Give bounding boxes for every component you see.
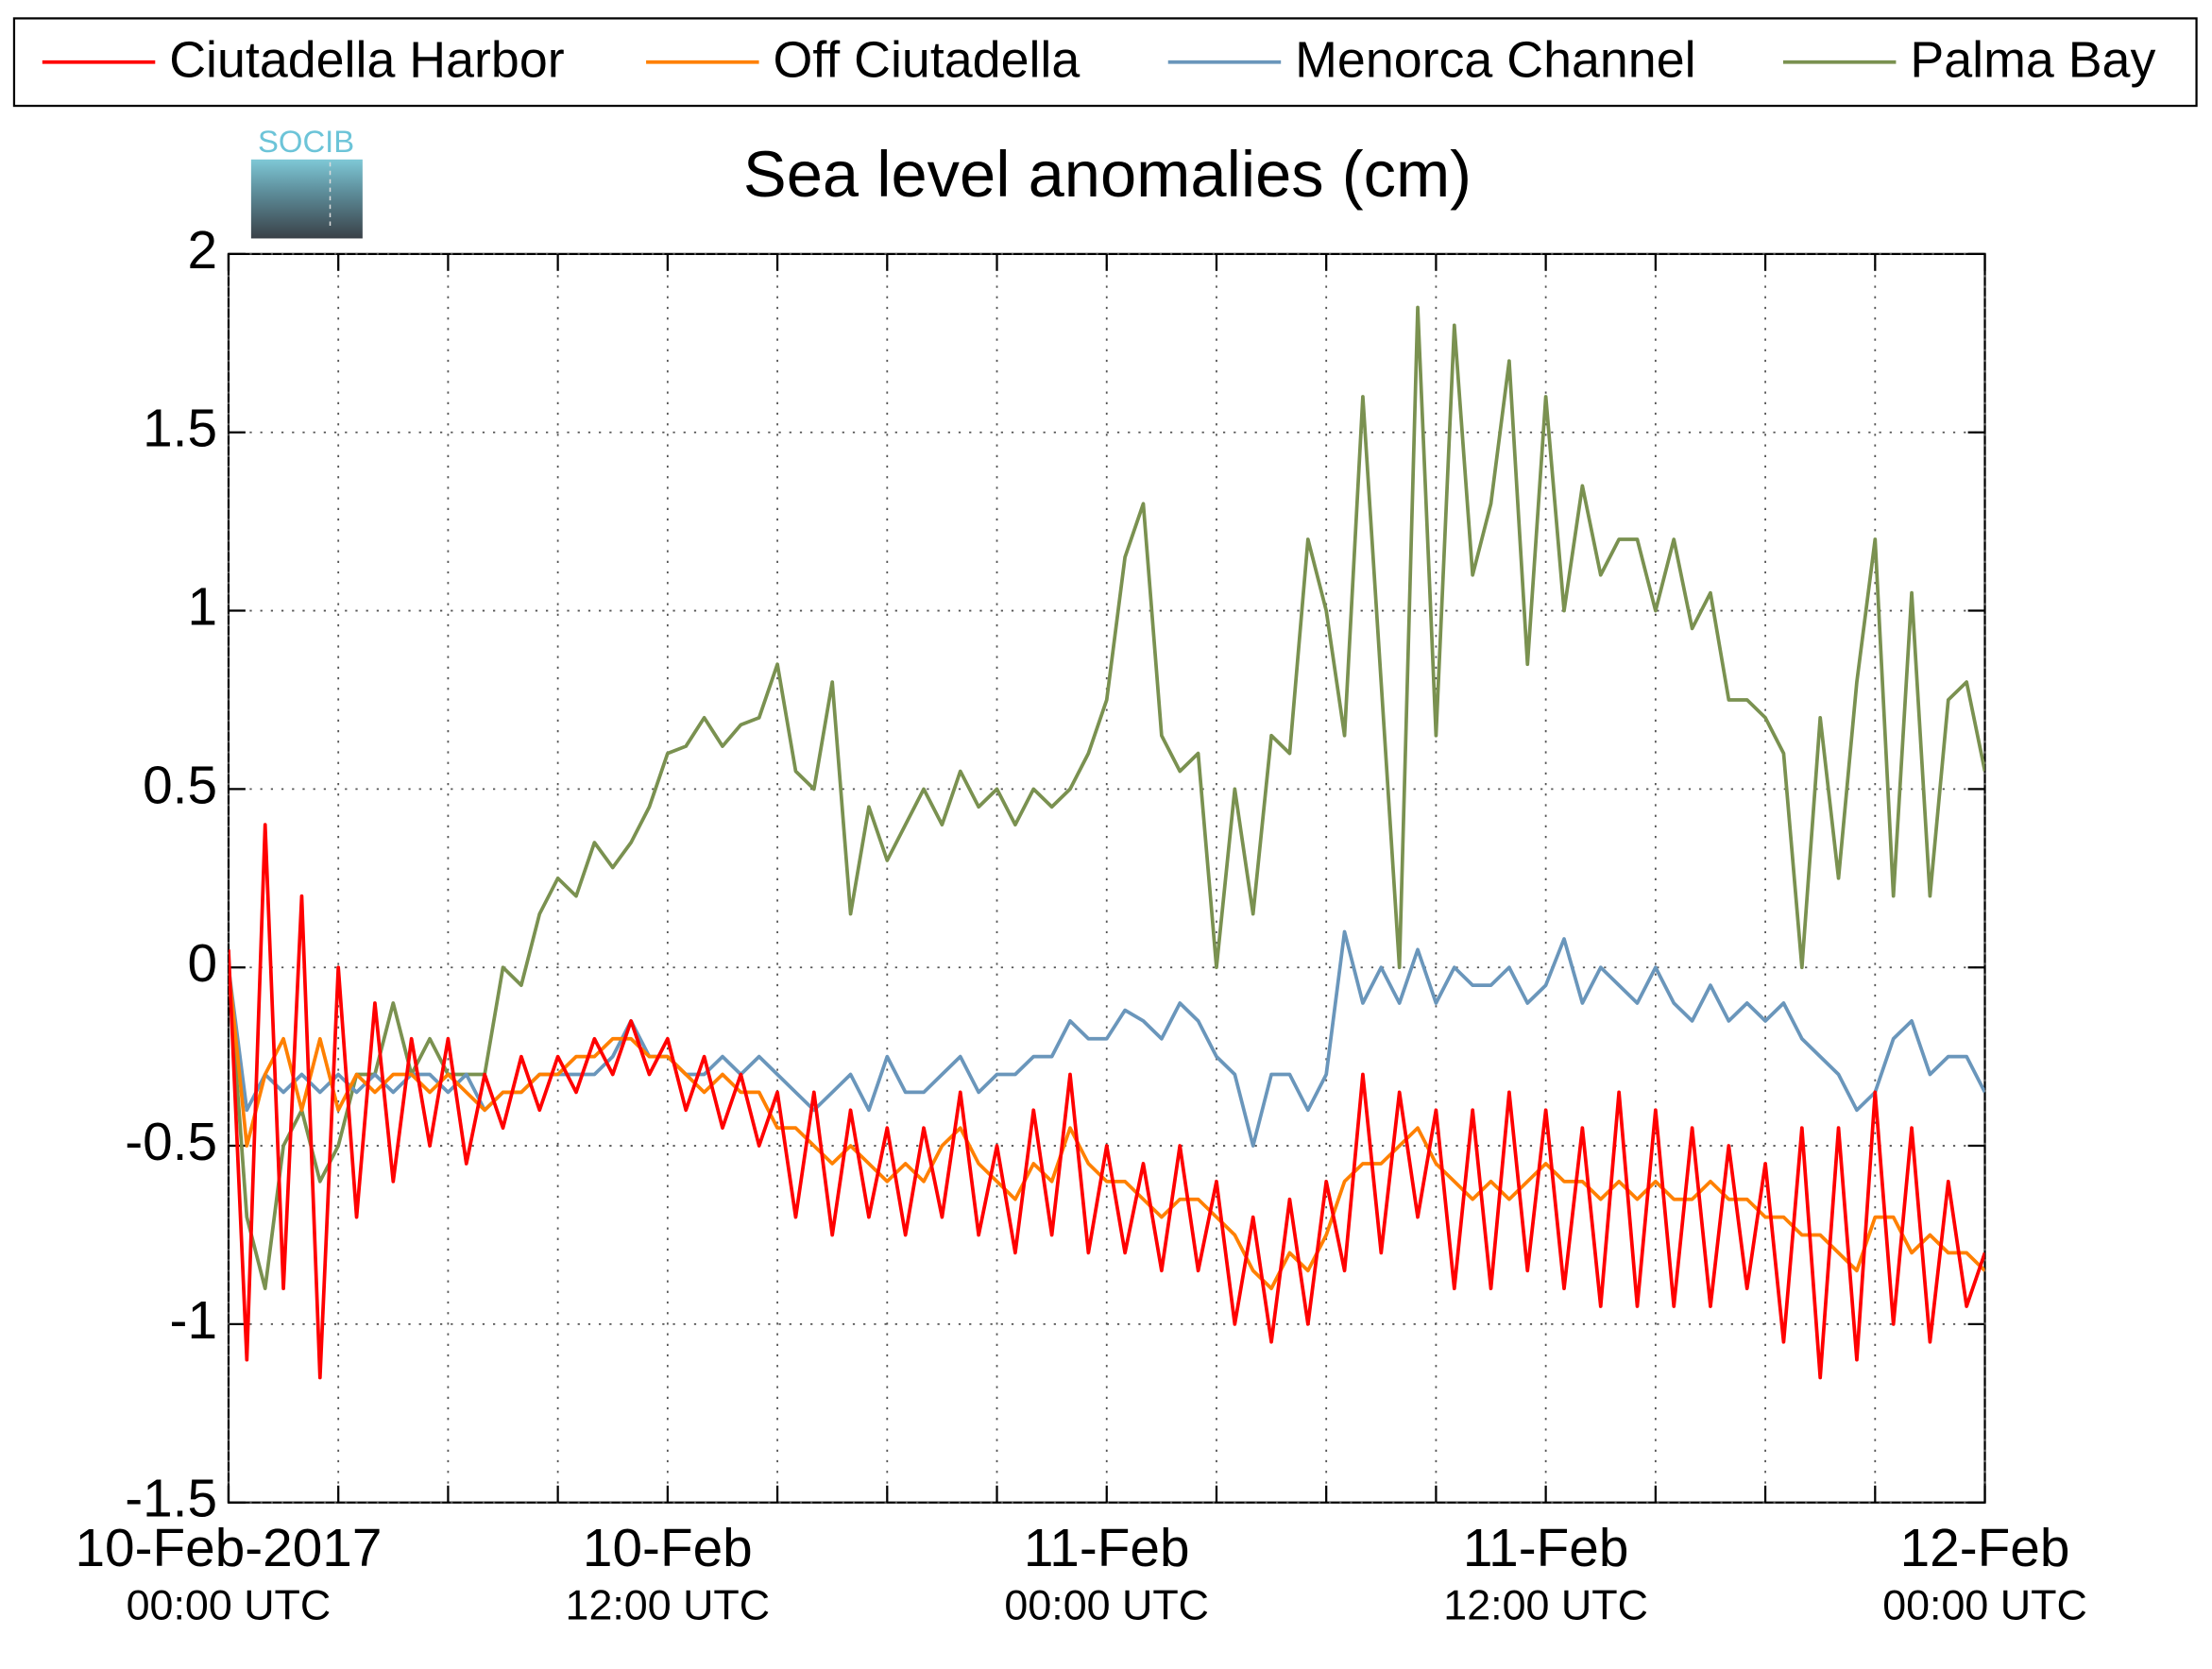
y-tick-label: -0.5 (125, 1113, 217, 1172)
logo-text: SOCIB (258, 124, 354, 159)
x-tick-sublabel: 12:00 UTC (1443, 1582, 1648, 1629)
legend-label: Ciutadella Harbor (169, 31, 564, 88)
y-tick-label: -1 (170, 1291, 217, 1351)
y-tick-label: -1.5 (125, 1470, 217, 1529)
series-line (228, 305, 1985, 1290)
y-tick-label: 1.5 (143, 400, 217, 459)
x-tick-label: 11-Feb (1463, 1519, 1629, 1578)
y-tick-label: 0.5 (143, 756, 217, 815)
legend-label: Palma Bay (1910, 31, 2155, 88)
plot-frame (227, 252, 1986, 1504)
x-tick-sublabel: 00:00 UTC (1882, 1582, 2087, 1629)
x-tick-sublabel: 00:00 UTC (127, 1582, 332, 1629)
logo: SOCIB (250, 124, 363, 239)
x-tick-sublabel: 00:00 UTC (1004, 1582, 1209, 1629)
y-tick-label: 2 (187, 221, 217, 281)
series-line (228, 823, 1985, 1380)
logo-image (250, 159, 363, 239)
series-line (228, 967, 1985, 1290)
y-tick-label: 0 (187, 934, 217, 994)
x-tick-sublabel: 12:00 UTC (566, 1582, 771, 1629)
legend-label: Off Ciutadella (774, 31, 1080, 88)
x-tick-label: 10-Feb (583, 1519, 753, 1578)
legend-label: Menorca Channel (1295, 31, 1695, 88)
x-tick-label: 12-Feb (1900, 1519, 2070, 1578)
x-tick-label: 11-Feb (1024, 1519, 1190, 1578)
x-tick-label: 10-Feb-2017 (75, 1519, 382, 1578)
chart-title: Sea level anomalies (cm) (743, 138, 1472, 211)
y-tick-label: 1 (187, 578, 217, 638)
